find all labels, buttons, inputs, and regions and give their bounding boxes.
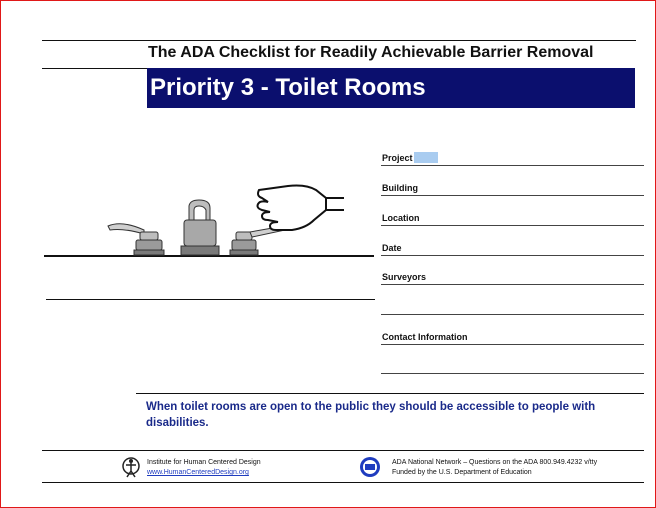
surveyors-field-line-2[interactable] [381, 314, 644, 315]
header-rule [42, 40, 636, 41]
contact-information-label: Contact Information [382, 332, 468, 342]
contact-field-line-2[interactable] [381, 373, 644, 374]
ada-network-info: ADA National Network – Questions on the … [392, 459, 598, 466]
project-label: Project [382, 153, 413, 163]
faucet-spout [180, 199, 220, 256]
location-label: Location [382, 213, 420, 223]
date-field[interactable] [381, 255, 644, 256]
sink-faucet-illustration [44, 184, 374, 257]
project-highlight [414, 152, 438, 163]
ada-network-logo-icon [360, 457, 380, 477]
surveyors-label: Surveyors [382, 272, 427, 282]
contact-field-line-1[interactable] [381, 344, 644, 345]
footer-top-rule [42, 450, 644, 451]
surveyors-field-line-1[interactable] [381, 284, 644, 285]
ihcd-person-logo-icon [122, 457, 140, 478]
date-label: Date [382, 243, 402, 253]
ada-funding-info: Funded by the U.S. Department of Educati… [392, 469, 532, 476]
notice-top-rule [136, 393, 644, 394]
left-faucet-handle [107, 223, 165, 256]
ihcd-website-link[interactable]: www.HumanCenteredDesign.org [147, 469, 249, 476]
ihcd-org-name: Institute for Human Centered Design [147, 459, 261, 466]
hand-icon [256, 184, 344, 231]
project-field[interactable] [381, 165, 644, 166]
building-label: Building [382, 183, 418, 193]
illustration-bottom-rule [46, 299, 375, 300]
checklist-subtitle: The ADA Checklist for Readily Achievable… [148, 44, 594, 61]
page-title-banner: Priority 3 - Toilet Rooms [147, 68, 635, 108]
location-field[interactable] [381, 225, 644, 226]
accessibility-notice: When toilet rooms are open to the public… [146, 401, 596, 429]
title-rule-left [42, 68, 147, 69]
building-field[interactable] [381, 195, 644, 196]
footer-bottom-rule [42, 482, 644, 483]
